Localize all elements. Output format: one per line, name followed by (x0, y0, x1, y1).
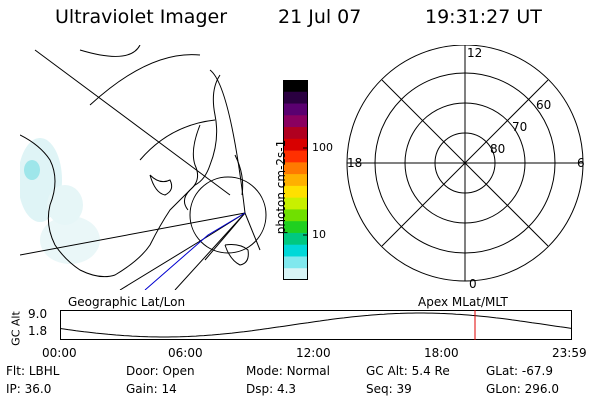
date-label: 21 Jul 07 (278, 6, 362, 28)
coastline-island (149, 174, 173, 196)
altitude-ytick-9: 9.0 (28, 307, 48, 321)
altitude-xtick-1800: 18:00 (424, 346, 459, 360)
mlt-label-6: 6 (577, 156, 585, 170)
altitude-ylabel: GC Alt (9, 311, 23, 346)
status-gc-alt: GC Alt: 5.4 Re (366, 364, 450, 378)
polar-plot (346, 45, 584, 282)
altitude-plot (60, 310, 572, 340)
meridian-line (244, 212, 261, 251)
colorbar-tick-label-10: 10 (312, 228, 326, 241)
altitude-xtick-1200: 12:00 (296, 346, 331, 360)
lat-label-70: 70 (512, 120, 528, 134)
auroral-emission (20, 138, 100, 264)
status-glat: GLat: -67.9 (486, 364, 553, 378)
status-glon: GLon: 296.0 (486, 382, 559, 396)
latitude-arc (79, 45, 141, 57)
colorbar-cell (283, 244, 308, 257)
colorbar-cell (283, 115, 308, 128)
colorbar-cell (283, 256, 308, 269)
colorbar-cell (283, 162, 308, 175)
colorbar-cell (283, 174, 308, 187)
status-seq: Seq: 39 (366, 382, 412, 396)
pole-circle (189, 176, 267, 254)
left-panel-label: Geographic Lat/Lon (68, 295, 186, 309)
status-mode: Mode: Normal (246, 364, 330, 378)
colorbar-cell (283, 197, 308, 210)
latitude-arc (139, 119, 216, 161)
altitude-xtick-0000: 00:00 (42, 346, 77, 360)
mlt-label-18: 18 (347, 156, 363, 170)
colorbar-cell (283, 127, 308, 140)
coastline-south-america (20, 74, 221, 278)
coastline-island (224, 244, 249, 266)
status-dsp: Dsp: 4.3 (246, 382, 297, 396)
colorbar-cell (283, 209, 308, 222)
meridian-line (204, 212, 246, 261)
coastline-peninsula (184, 124, 201, 211)
meridian-line (174, 212, 246, 290)
time-label: 19:31:27 UT (425, 6, 542, 28)
colorbar-cell (283, 138, 308, 152)
lat-label-80: 80 (490, 142, 506, 156)
spacecraft-track (144, 212, 246, 290)
status-door: Door: Open (126, 364, 195, 378)
colorbar (283, 80, 308, 280)
colorbar-cell (283, 232, 308, 246)
geographic-map (20, 45, 267, 290)
altitude-frame (60, 310, 572, 340)
altitude-xtick-0600: 06:00 (168, 346, 203, 360)
latitude-arc (209, 69, 246, 214)
colorbar-cell (283, 91, 308, 105)
status-filter: Flt: LBHL (6, 364, 60, 378)
mlt-label-12: 12 (467, 46, 483, 60)
altitude-xtick-2359: 23:59 (552, 346, 587, 360)
colorbar-cell (283, 185, 308, 199)
colorbar-cell (283, 268, 308, 280)
colorbar-frame (283, 80, 308, 280)
colorbar-unit-label: photon cm-2s-1 (274, 139, 288, 235)
mlt-label-0: 0 (469, 277, 477, 291)
altitude-ytick-1-8: 1.8 (28, 324, 48, 338)
latitude-arc (89, 54, 201, 106)
colorbar-cell (283, 80, 308, 93)
colorbar-cell (283, 103, 308, 116)
status-gain: Gain: 14 (126, 382, 177, 396)
colorbar-cell (283, 150, 308, 163)
coastline-fragment (234, 154, 244, 196)
colorbar-tick-label-100: 100 (312, 141, 333, 154)
colorbar-cell (283, 221, 308, 234)
right-panel-label: Apex MLat/MLT (418, 295, 508, 309)
instrument-title: Ultraviolet Imager (55, 6, 228, 28)
lat-label-60: 60 (536, 98, 552, 112)
orbit-altitude-curve (60, 312, 572, 338)
polar-diagonal (381, 79, 549, 247)
status-ip: IP: 36.0 (6, 382, 52, 396)
